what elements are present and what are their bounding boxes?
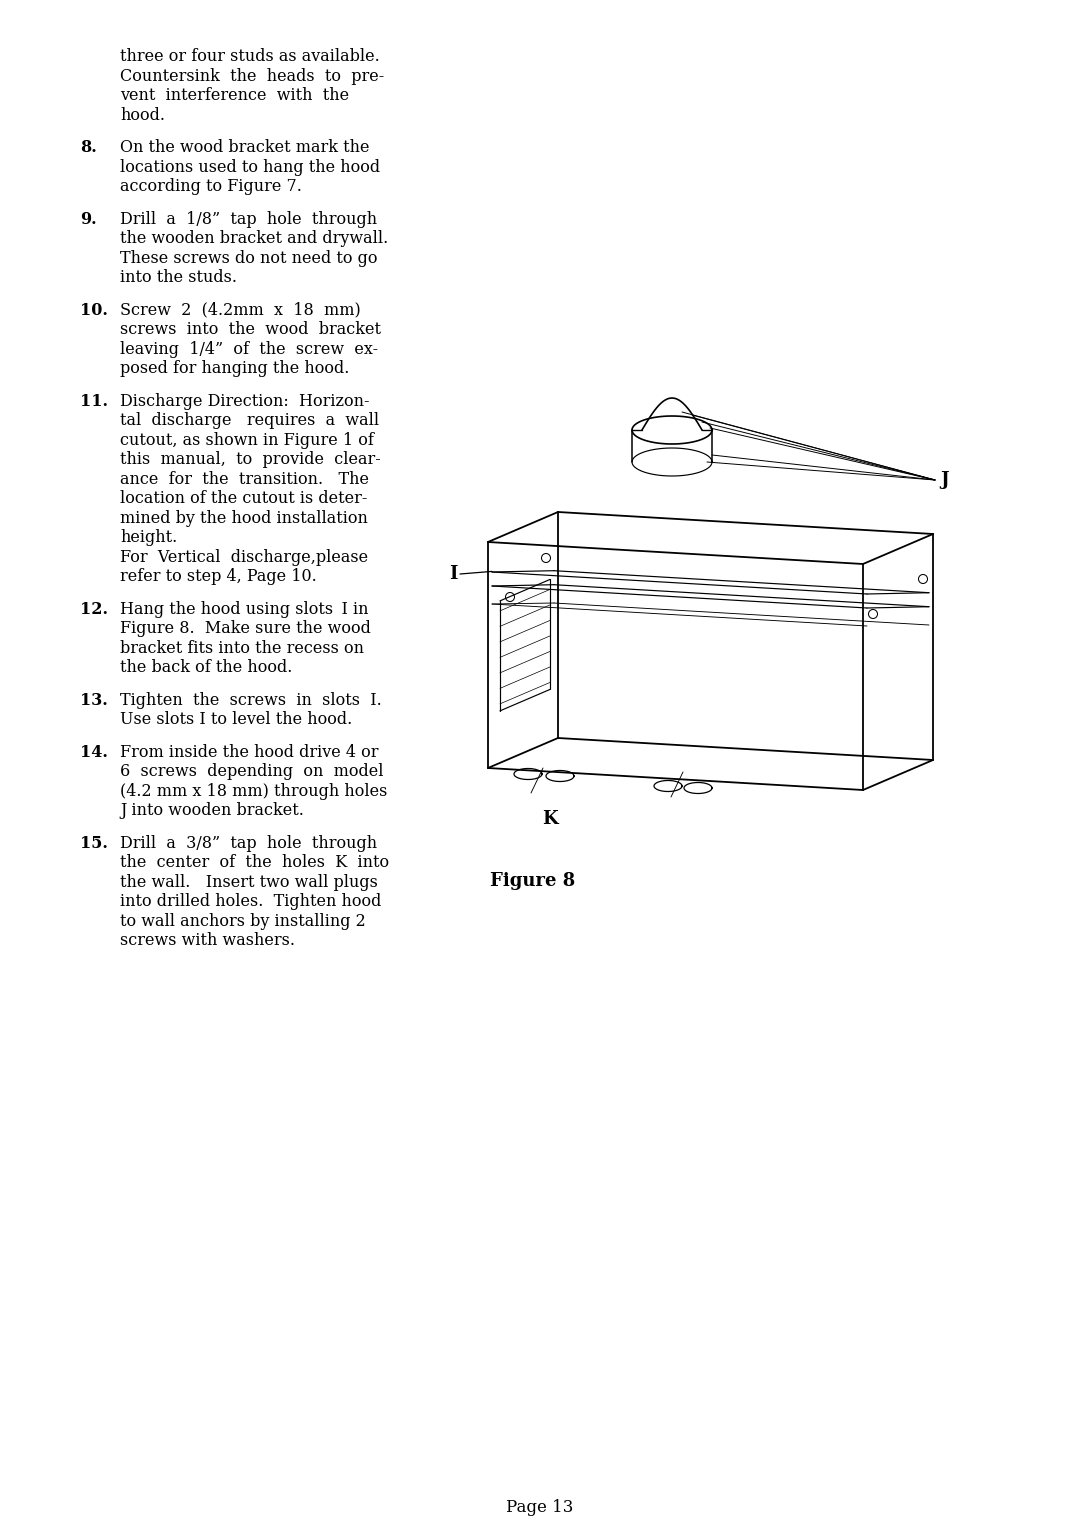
Text: 13.: 13. bbox=[80, 691, 108, 708]
Text: Page 13: Page 13 bbox=[507, 1498, 573, 1515]
Text: mined by the hood installation: mined by the hood installation bbox=[120, 509, 368, 526]
Text: the back of the hood.: the back of the hood. bbox=[120, 659, 293, 676]
Text: to wall anchors by installing 2: to wall anchors by installing 2 bbox=[120, 913, 366, 930]
Text: Figure 8: Figure 8 bbox=[490, 872, 576, 890]
Text: the wooden bracket and drywall.: the wooden bracket and drywall. bbox=[120, 229, 388, 248]
Text: 9.: 9. bbox=[80, 211, 96, 228]
Text: locations used to hang the hood: locations used to hang the hood bbox=[120, 159, 380, 176]
Text: Hang the hood using slots  I in: Hang the hood using slots I in bbox=[120, 601, 368, 618]
Text: From inside the hood drive 4 or: From inside the hood drive 4 or bbox=[120, 743, 378, 760]
Text: vent  interference  with  the: vent interference with the bbox=[120, 87, 349, 104]
Text: screws  into  the  wood  bracket: screws into the wood bracket bbox=[120, 321, 381, 338]
Text: Drill  a  3/8”  tap  hole  through: Drill a 3/8” tap hole through bbox=[120, 835, 377, 852]
Text: bracket fits into the recess on: bracket fits into the recess on bbox=[120, 639, 364, 656]
Text: For  Vertical  discharge,please: For Vertical discharge,please bbox=[120, 549, 368, 566]
Text: I: I bbox=[449, 566, 458, 583]
Text: ance  for  the  transition.   The: ance for the transition. The bbox=[120, 471, 369, 488]
Text: 8.: 8. bbox=[80, 139, 97, 156]
Text: 14.: 14. bbox=[80, 743, 108, 760]
Text: J into wooden bracket.: J into wooden bracket. bbox=[120, 803, 303, 820]
Text: into drilled holes.  Tighten hood: into drilled holes. Tighten hood bbox=[120, 893, 381, 910]
Text: height.: height. bbox=[120, 529, 177, 546]
Text: (4.2 mm x 18 mm) through holes: (4.2 mm x 18 mm) through holes bbox=[120, 783, 388, 800]
Text: posed for hanging the hood.: posed for hanging the hood. bbox=[120, 359, 349, 378]
Text: hood.: hood. bbox=[120, 107, 165, 124]
Text: These screws do not need to go: These screws do not need to go bbox=[120, 249, 378, 266]
Text: K: K bbox=[542, 810, 557, 829]
Text: according to Figure 7.: according to Figure 7. bbox=[120, 177, 302, 196]
Text: On the wood bracket mark the: On the wood bracket mark the bbox=[120, 139, 369, 156]
Text: three or four studs as available.: three or four studs as available. bbox=[120, 47, 380, 66]
Text: Figure 8.  Make sure the wood: Figure 8. Make sure the wood bbox=[120, 619, 370, 638]
Text: screws with washers.: screws with washers. bbox=[120, 933, 295, 950]
Text: location of the cutout is deter-: location of the cutout is deter- bbox=[120, 489, 367, 508]
Text: this  manual,  to  provide  clear-: this manual, to provide clear- bbox=[120, 451, 381, 468]
Text: 15.: 15. bbox=[80, 835, 108, 852]
Text: Use slots I to level the hood.: Use slots I to level the hood. bbox=[120, 711, 352, 728]
Text: Screw  2  (4.2mm  x  18  mm): Screw 2 (4.2mm x 18 mm) bbox=[120, 301, 361, 318]
Text: cutout, as shown in Figure 1 of: cutout, as shown in Figure 1 of bbox=[120, 431, 374, 448]
Text: 11.: 11. bbox=[80, 393, 108, 410]
Text: the wall.   Insert two wall plugs: the wall. Insert two wall plugs bbox=[120, 873, 378, 890]
Text: 6  screws  depending  on  model: 6 screws depending on model bbox=[120, 763, 383, 780]
Text: the  center  of  the  holes  K  into: the center of the holes K into bbox=[120, 855, 389, 872]
Text: J: J bbox=[940, 471, 948, 489]
Text: Drill  a  1/8”  tap  hole  through: Drill a 1/8” tap hole through bbox=[120, 211, 377, 228]
Text: Discharge Direction:  Horizon-: Discharge Direction: Horizon- bbox=[120, 393, 369, 410]
Text: 10.: 10. bbox=[80, 301, 108, 318]
Text: 12.: 12. bbox=[80, 601, 108, 618]
Text: into the studs.: into the studs. bbox=[120, 269, 237, 286]
Text: Tighten  the  screws  in  slots  I.: Tighten the screws in slots I. bbox=[120, 691, 381, 708]
Text: refer to step 4, Page 10.: refer to step 4, Page 10. bbox=[120, 567, 316, 586]
Text: Countersink  the  heads  to  pre-: Countersink the heads to pre- bbox=[120, 67, 384, 84]
Text: tal  discharge   requires  a  wall: tal discharge requires a wall bbox=[120, 411, 379, 430]
Text: leaving  1/4”  of  the  screw  ex-: leaving 1/4” of the screw ex- bbox=[120, 341, 378, 358]
